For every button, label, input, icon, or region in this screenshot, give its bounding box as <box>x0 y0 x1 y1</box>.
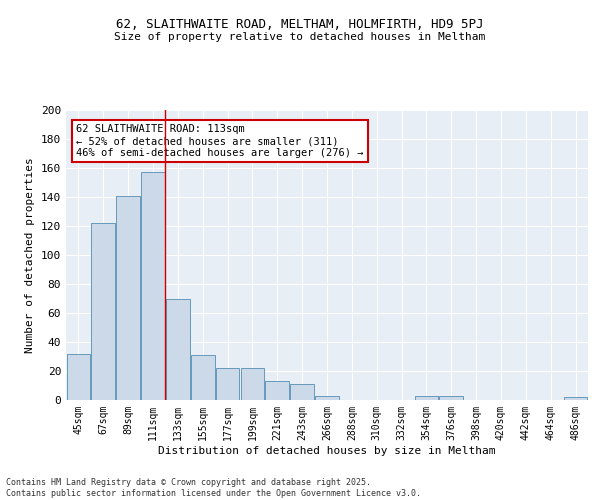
Bar <box>216 368 239 400</box>
Bar <box>564 397 587 400</box>
Bar <box>315 396 339 400</box>
X-axis label: Distribution of detached houses by size in Meltham: Distribution of detached houses by size … <box>158 446 496 456</box>
Bar <box>67 354 90 400</box>
Bar <box>415 396 438 400</box>
Text: Contains HM Land Registry data © Crown copyright and database right 2025.
Contai: Contains HM Land Registry data © Crown c… <box>6 478 421 498</box>
Bar <box>166 298 190 400</box>
Text: 62 SLAITHWAITE ROAD: 113sqm
← 52% of detached houses are smaller (311)
46% of se: 62 SLAITHWAITE ROAD: 113sqm ← 52% of det… <box>76 124 364 158</box>
Bar <box>290 384 314 400</box>
Text: 62, SLAITHWAITE ROAD, MELTHAM, HOLMFIRTH, HD9 5PJ: 62, SLAITHWAITE ROAD, MELTHAM, HOLMFIRTH… <box>116 18 484 30</box>
Bar <box>241 368 264 400</box>
Bar <box>116 196 140 400</box>
Y-axis label: Number of detached properties: Number of detached properties <box>25 157 35 353</box>
Bar <box>141 172 165 400</box>
Bar <box>91 223 115 400</box>
Text: Size of property relative to detached houses in Meltham: Size of property relative to detached ho… <box>115 32 485 42</box>
Bar <box>191 355 215 400</box>
Bar <box>265 381 289 400</box>
Bar <box>439 396 463 400</box>
